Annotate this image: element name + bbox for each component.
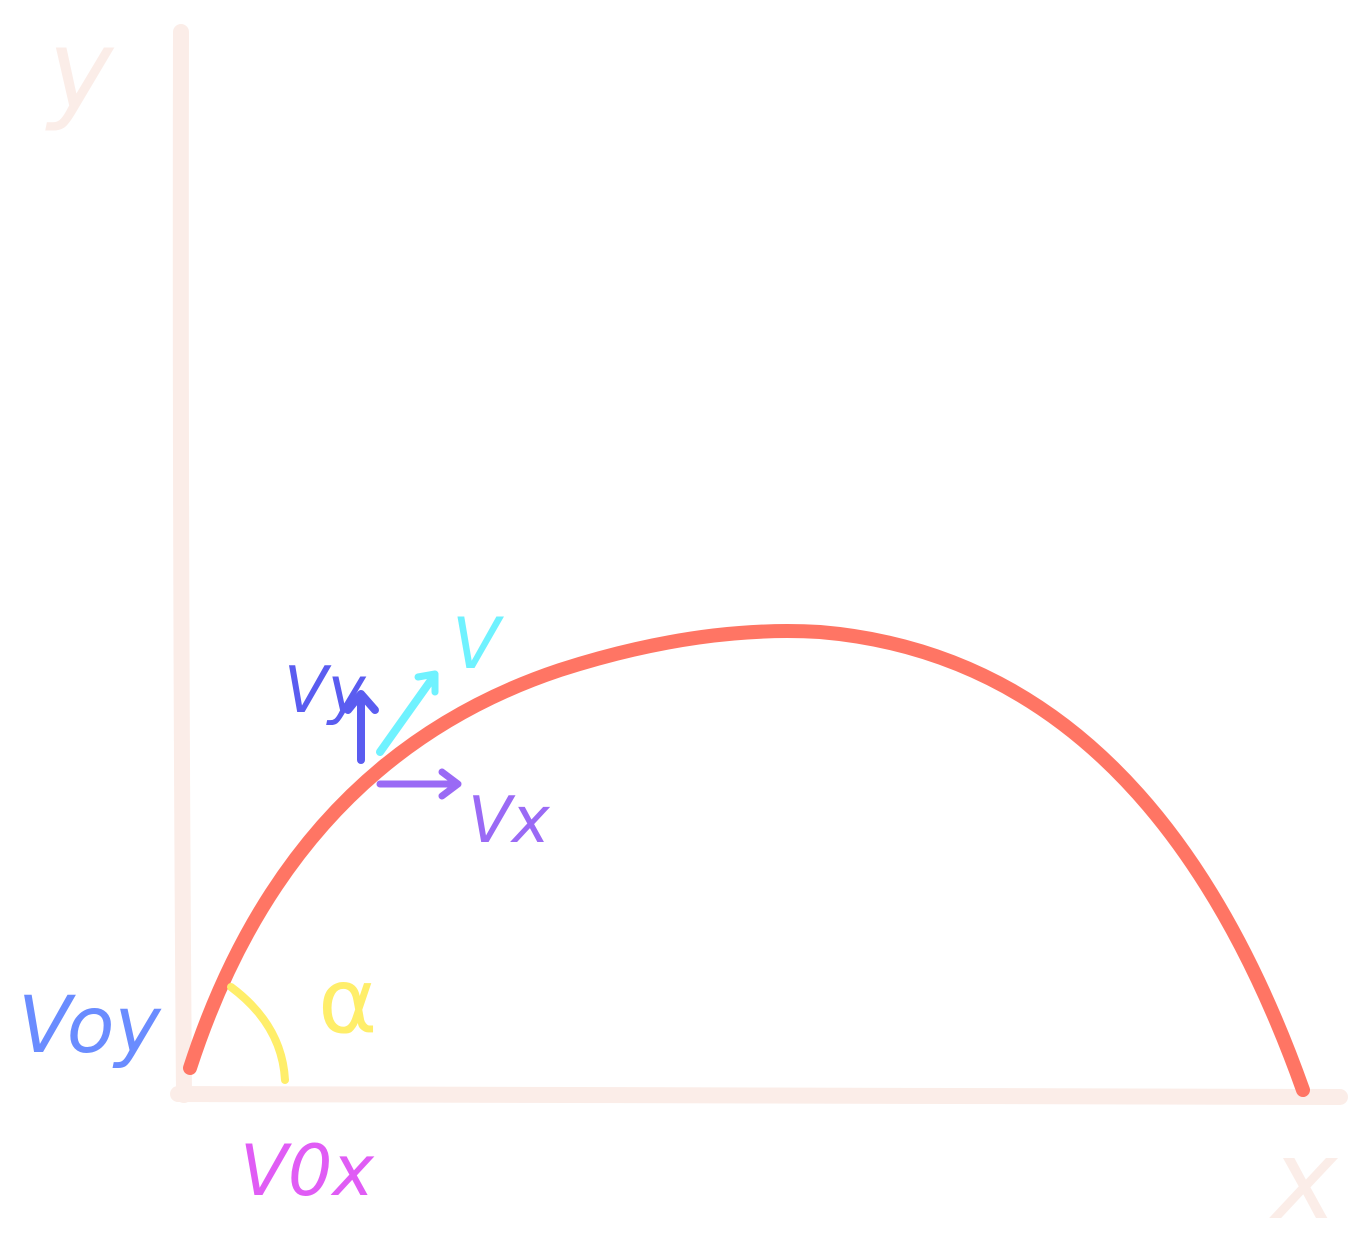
vy-arrow bbox=[344, 690, 379, 764]
x-axis-label: x bbox=[1269, 1116, 1339, 1240]
trajectory-curve bbox=[183, 624, 1310, 1097]
v0y-label: Voy bbox=[18, 981, 163, 1071]
y-axis bbox=[172, 24, 192, 1103]
angle-alpha-label: α bbox=[318, 949, 377, 1054]
vx-arrow bbox=[376, 768, 462, 800]
x-axis bbox=[170, 1086, 1348, 1106]
launch-angle-arc bbox=[227, 983, 289, 1084]
vy-label: Vy bbox=[284, 654, 367, 728]
v0x-label: V0x bbox=[240, 1130, 374, 1212]
velocity-arrow bbox=[376, 670, 439, 756]
vx-label: Vx bbox=[468, 784, 551, 858]
velocity-label: V bbox=[452, 603, 504, 685]
y-axis-label: y bbox=[45, 6, 115, 134]
